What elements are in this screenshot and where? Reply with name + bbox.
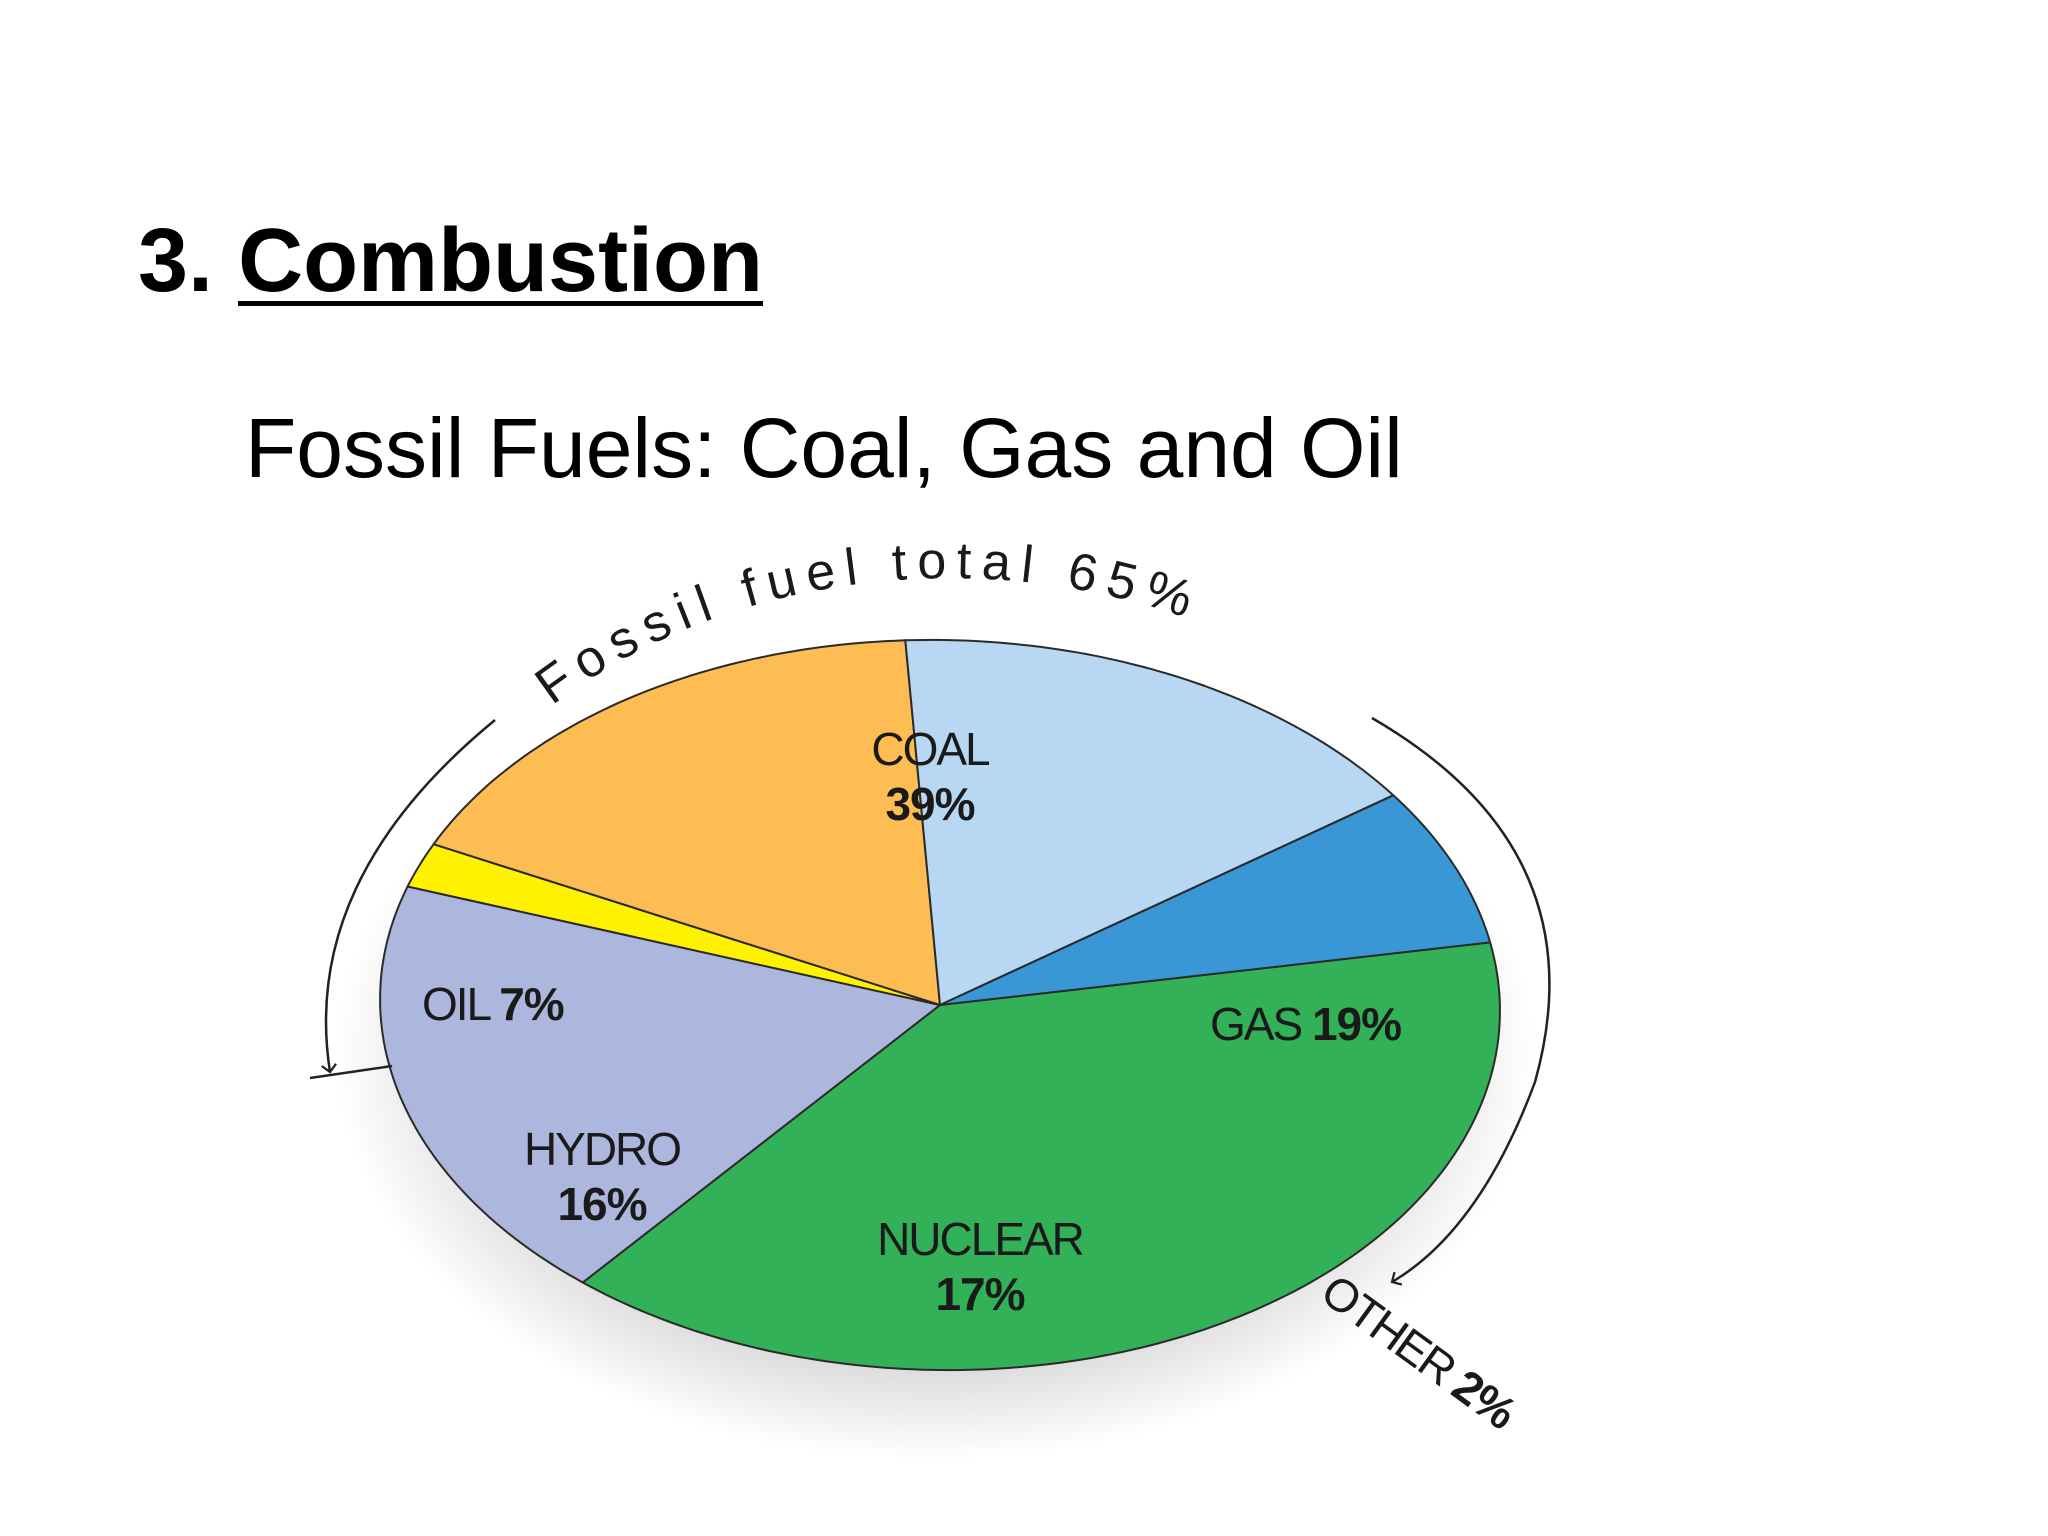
slice-label-nuclear: NUCLEAR: [877, 1213, 1084, 1265]
pie-slices: [379, 638, 1501, 1372]
fossil-bracket-left: [321, 719, 496, 1074]
slide-heading: 3. Combustion: [138, 210, 763, 313]
slice-hydro: [904, 638, 1395, 1006]
fossil-bracket-tick-left: [309, 1064, 393, 1080]
slice-label-coal: COAL: [871, 723, 990, 775]
slice-label-oil: OIL 7%: [422, 978, 564, 1030]
slice-nuclear: [432, 639, 941, 1006]
slice-coal: [581, 941, 1501, 1372]
slice-value-nuclear: 17%: [935, 1268, 1024, 1320]
fossil-bracket-right: [1371, 716, 1551, 1286]
slice-gas: [379, 885, 941, 1284]
slide-subtitle: Fossil Fuels: Coal, Gas and Oil: [245, 401, 1403, 495]
slice-value-hydro: 16%: [557, 1178, 646, 1230]
slice-other: [406, 843, 941, 1006]
slide-title: Combustion: [238, 211, 764, 311]
slice-value-coal: 39%: [885, 778, 974, 830]
slice-label-gas: GAS 19%: [1210, 998, 1401, 1050]
slice-oil: [939, 794, 1492, 1006]
slide-number: 3.: [138, 211, 214, 311]
slice-label-hydro: HYDRO: [524, 1123, 680, 1175]
